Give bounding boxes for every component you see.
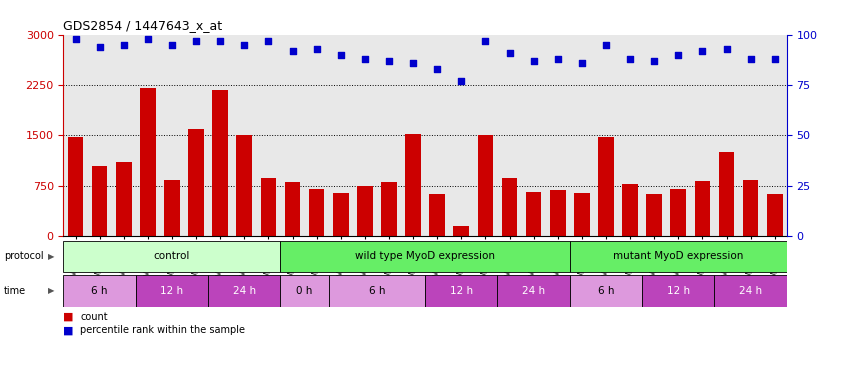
Text: 24 h: 24 h [233, 286, 255, 296]
Bar [328, 275, 425, 306]
Point [551, 56, 564, 62]
Text: time: time [4, 286, 26, 296]
Text: 24 h: 24 h [739, 286, 762, 296]
Bar [63, 275, 135, 306]
Bar [281, 241, 570, 272]
Bar [116, 162, 132, 236]
Bar [135, 275, 208, 306]
Point [503, 50, 516, 56]
Bar [570, 275, 642, 306]
Bar [381, 182, 397, 236]
Bar [766, 194, 783, 236]
Point [141, 36, 155, 42]
Text: 6 h: 6 h [91, 286, 108, 296]
Point [527, 58, 541, 64]
Point [672, 52, 685, 58]
Point [165, 41, 179, 48]
Bar [718, 152, 734, 236]
Bar [622, 184, 638, 236]
Bar [477, 136, 493, 236]
Bar [236, 136, 252, 236]
Bar [91, 166, 107, 236]
Point [431, 66, 444, 72]
Bar [281, 275, 328, 306]
Bar [405, 134, 421, 236]
Text: ■: ■ [63, 325, 74, 335]
Point [624, 56, 637, 62]
Point [382, 58, 396, 64]
Bar [68, 137, 84, 236]
Bar [570, 241, 787, 272]
Point [358, 56, 371, 62]
Bar [140, 88, 156, 236]
Bar [695, 181, 711, 236]
Point [720, 46, 733, 52]
Bar [525, 192, 541, 236]
Bar [429, 195, 445, 236]
Point [286, 48, 299, 54]
Bar [453, 226, 470, 236]
Text: ▶: ▶ [47, 286, 54, 295]
Bar [426, 275, 497, 306]
Text: control: control [154, 251, 190, 262]
Point [93, 44, 107, 50]
Bar [550, 190, 566, 236]
Point [599, 41, 613, 48]
Bar [357, 186, 373, 236]
Point [647, 58, 661, 64]
Bar [212, 90, 228, 236]
Text: count: count [80, 312, 108, 322]
Point [744, 56, 757, 62]
Text: 12 h: 12 h [450, 286, 473, 296]
Bar [284, 182, 300, 236]
Bar [164, 180, 180, 236]
Point [575, 60, 589, 66]
Point [117, 41, 130, 48]
Text: ■: ■ [63, 312, 74, 322]
Bar [670, 189, 686, 236]
Bar [261, 178, 277, 236]
Point [768, 56, 782, 62]
Text: wild type MyoD expression: wild type MyoD expression [355, 251, 495, 262]
Point [695, 48, 709, 54]
Text: 24 h: 24 h [522, 286, 545, 296]
Text: ▶: ▶ [47, 252, 54, 261]
Bar [63, 241, 280, 272]
Point [190, 38, 203, 44]
Bar [642, 275, 714, 306]
Bar [646, 195, 662, 236]
Bar [574, 193, 590, 236]
Text: mutant MyoD expression: mutant MyoD expression [613, 251, 744, 262]
Point [238, 41, 251, 48]
Point [454, 78, 468, 84]
Point [213, 38, 227, 44]
Text: 0 h: 0 h [296, 286, 313, 296]
Text: GDS2854 / 1447643_x_at: GDS2854 / 1447643_x_at [63, 19, 222, 32]
Point [479, 38, 492, 44]
Bar [497, 275, 570, 306]
Text: protocol: protocol [4, 251, 44, 262]
Point [334, 52, 348, 58]
Bar [188, 129, 204, 236]
Text: 12 h: 12 h [161, 286, 184, 296]
Bar [743, 180, 759, 236]
Text: percentile rank within the sample: percentile rank within the sample [80, 325, 245, 335]
Bar [714, 275, 787, 306]
Bar [309, 189, 325, 236]
Text: 6 h: 6 h [597, 286, 614, 296]
Bar [332, 193, 349, 236]
Bar [598, 137, 614, 236]
Point [310, 46, 323, 52]
Point [406, 60, 420, 66]
Point [69, 36, 82, 42]
Bar [502, 178, 518, 236]
Point [261, 38, 275, 44]
Text: 6 h: 6 h [369, 286, 385, 296]
Bar [208, 275, 281, 306]
Text: 12 h: 12 h [667, 286, 689, 296]
